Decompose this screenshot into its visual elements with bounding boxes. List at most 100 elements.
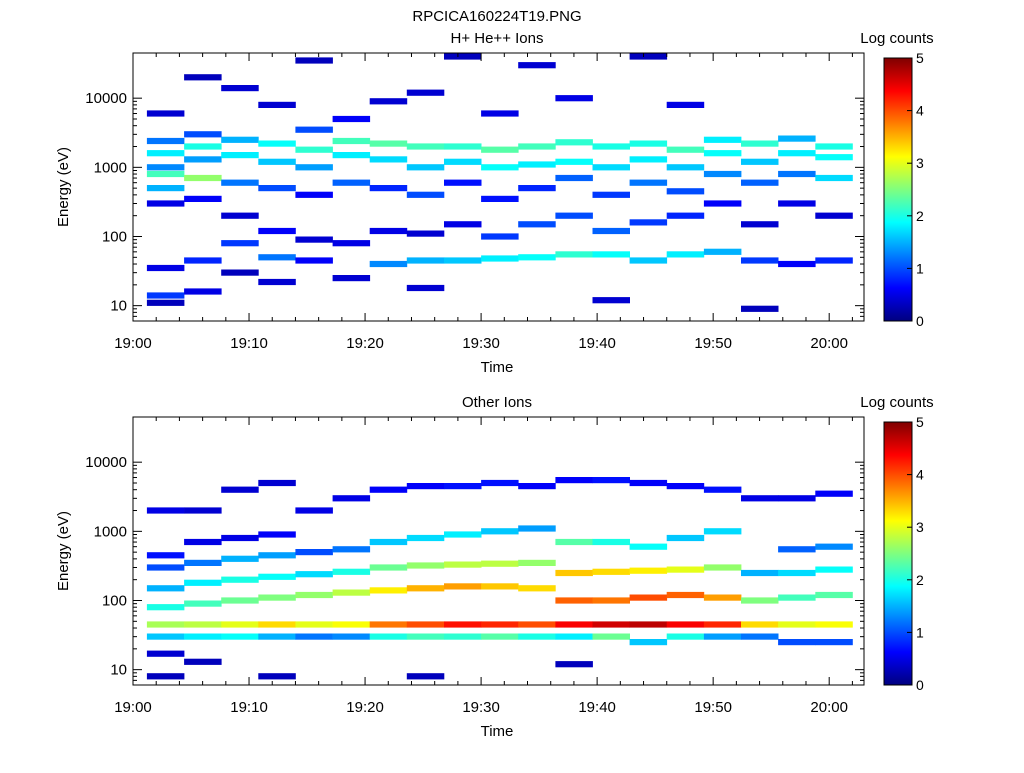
heatmap-cell: [221, 486, 259, 493]
heatmap-cell: [184, 195, 222, 202]
heatmap-cell: [369, 156, 408, 163]
heatmap-cell: [481, 621, 519, 628]
heatmap-cell: [146, 170, 185, 178]
y-tick-label: 10: [110, 298, 127, 315]
x-tick-label: 19:30: [462, 699, 500, 716]
heatmap-cell: [666, 101, 705, 108]
heatmap-cell: [369, 538, 408, 546]
heatmap-cell: [481, 560, 519, 567]
heatmap-cell: [332, 115, 371, 123]
heatmap-cell: [666, 566, 705, 573]
heatmap-cell: [444, 257, 482, 264]
y-tick-label: 100: [102, 228, 127, 245]
heatmap-cell: [666, 251, 705, 258]
heatmap-cell: [258, 185, 296, 192]
heatmap-cell: [518, 633, 556, 640]
heatmap-cell: [518, 143, 556, 150]
heatmap-cell: [221, 212, 259, 219]
colorbar-tick-label: 4: [916, 103, 924, 119]
heatmap-cell: [184, 257, 222, 264]
heatmap-cell: [258, 254, 296, 261]
plot-frame: [132, 52, 865, 322]
x-tick-label: 19:50: [694, 699, 732, 716]
heatmap-cell: [406, 257, 445, 264]
heatmap-cell: [592, 191, 630, 198]
heatmap-cell: [629, 543, 668, 550]
heatmap-cell: [518, 254, 556, 261]
heatmap-cell: [629, 639, 668, 646]
heatmap-cell: [629, 257, 668, 264]
heatmap-cell: [369, 185, 408, 192]
heatmap-cell: [555, 661, 593, 668]
heatmap-cell: [295, 57, 333, 64]
y-tick-label: 1000: [94, 159, 127, 176]
heatmap-cell: [592, 568, 630, 575]
heatmap-cell: [555, 174, 593, 182]
heatmap-cell: [258, 673, 296, 680]
panel-other-ions: Other Ions 19:00 19:10 19:20 19:30 19:40 19:5…: [55, 394, 934, 740]
heatmap-cell: [221, 576, 259, 583]
heatmap-cell: [295, 164, 333, 171]
heatmap-cell: [146, 200, 185, 207]
heatmap-cell: [555, 158, 593, 165]
x-tick-label: 19:00: [114, 335, 152, 352]
heatmap-cell: [592, 251, 630, 258]
heatmap-cell: [332, 633, 371, 640]
x-tick-label: 19:40: [578, 699, 616, 716]
y-axis-label: Energy (eV): [55, 511, 72, 591]
heatmap-cell: [184, 174, 222, 182]
heatmap-cell: [258, 140, 296, 147]
heatmap-cells: [146, 53, 853, 312]
heatmap-cell: [518, 221, 556, 228]
heatmap-cell: [295, 633, 333, 640]
heatmap-cell: [369, 260, 408, 268]
heatmap-cell: [778, 621, 816, 628]
heatmap-cell: [444, 633, 482, 640]
colorbar-tick-label: 2: [916, 572, 924, 588]
heatmap-cell: [815, 639, 853, 646]
heatmap-cell: [778, 495, 816, 502]
heatmap-cell: [258, 479, 296, 487]
heatmap-cell: [481, 164, 519, 171]
colorbar: 0 1 2 3 4 5: [883, 50, 924, 329]
y-tick-label: 10000: [85, 90, 127, 107]
heatmap-cell: [406, 143, 445, 150]
heatmap-cell: [481, 528, 519, 535]
heatmap-cell: [258, 552, 296, 559]
heatmap-cell: [184, 559, 222, 566]
heatmap-cell: [406, 164, 445, 171]
heatmap-cell: [184, 143, 222, 150]
heatmap-cell: [406, 621, 445, 628]
heatmap-cell: [184, 579, 222, 586]
heatmap-cell: [703, 170, 742, 178]
heatmap-cell: [295, 257, 333, 264]
heatmap-cell: [481, 195, 519, 202]
heatmap-cell: [629, 594, 668, 601]
heatmap-cell: [146, 110, 185, 117]
y-tick-label: 10: [110, 662, 127, 679]
heatmap-cell: [258, 278, 296, 286]
heatmap-cell: [592, 297, 630, 304]
heatmap-cell: [815, 591, 853, 599]
heatmap-cell: [221, 633, 259, 640]
heatmap-cell: [295, 126, 333, 133]
heatmap-cell: [184, 658, 222, 665]
x-tick-label: 19:50: [694, 335, 732, 352]
heatmap-cell: [258, 594, 296, 601]
heatmap-cell: [146, 633, 185, 640]
heatmap-cell: [369, 633, 408, 640]
heatmap-cell: [555, 95, 593, 102]
heatmap-cell: [481, 146, 519, 153]
heatmap-cell: [258, 633, 296, 640]
heatmap-cell: [666, 633, 705, 640]
heatmap-cell: [444, 483, 482, 490]
heatmap-cell: [258, 227, 296, 235]
heatmap-cell: [221, 555, 259, 562]
plot-frame: [132, 416, 865, 686]
axes: 19:00 19:10 19:20 19:30 19:40 19:50 20:00 10 100…: [85, 53, 864, 352]
heatmap-cell: [741, 158, 779, 165]
heatmap-cell: [481, 633, 519, 640]
heatmap-cell: [555, 633, 593, 640]
heatmap-cell: [703, 150, 742, 157]
x-tick-label: 19:20: [346, 335, 384, 352]
